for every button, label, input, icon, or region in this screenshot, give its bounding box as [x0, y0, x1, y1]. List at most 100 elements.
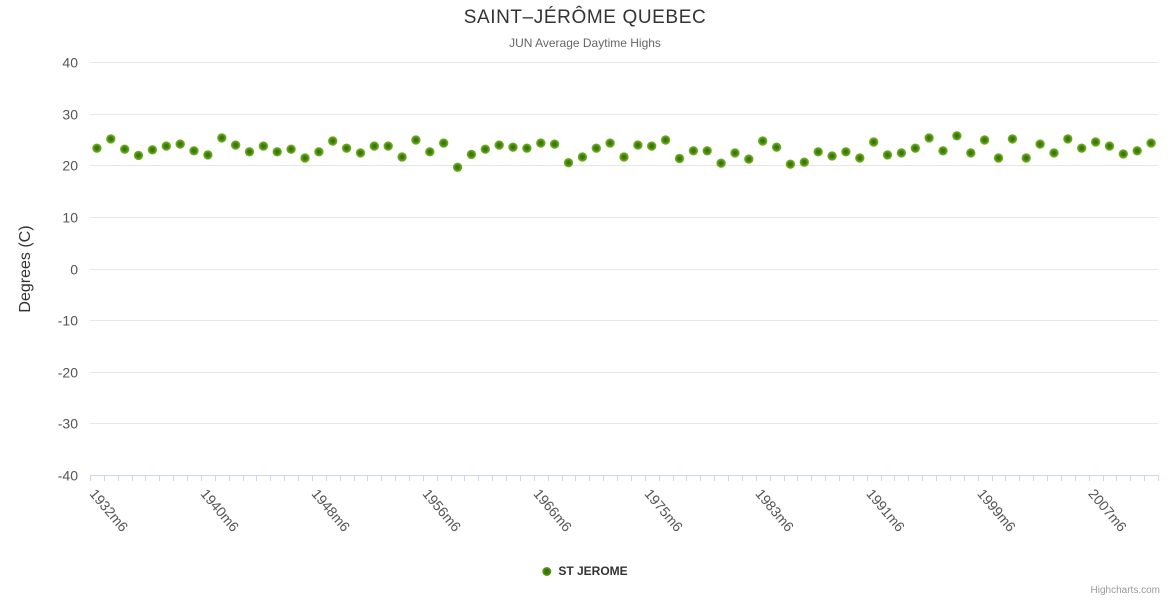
data-point[interactable]: [813, 147, 823, 157]
data-point[interactable]: [369, 141, 379, 151]
data-point[interactable]: [633, 140, 643, 150]
data-point[interactable]: [1007, 134, 1018, 144]
data-point[interactable]: [522, 143, 532, 153]
data-point[interactable]: [1146, 138, 1156, 148]
data-point[interactable]: [785, 159, 796, 169]
data-point[interactable]: [411, 135, 421, 145]
data-point[interactable]: [563, 158, 574, 168]
data-point[interactable]: [1077, 143, 1087, 153]
data-point[interactable]: [702, 146, 712, 156]
data-point[interactable]: [452, 162, 463, 172]
data-point[interactable]: [1063, 134, 1073, 144]
y-axis-label: -10: [58, 313, 78, 329]
data-point[interactable]: [841, 147, 851, 157]
data-point[interactable]: [647, 141, 657, 151]
data-point[interactable]: [1035, 139, 1045, 149]
data-point[interactable]: [133, 150, 144, 161]
data-point[interactable]: [494, 140, 504, 150]
data-point[interactable]: [383, 141, 393, 151]
data-point[interactable]: [300, 153, 310, 163]
data-point[interactable]: [799, 157, 809, 167]
data-point[interactable]: [744, 154, 754, 164]
data-point[interactable]: [328, 136, 338, 146]
data-point[interactable]: [924, 133, 934, 143]
data-point[interactable]: [314, 147, 324, 157]
data-point[interactable]: [549, 139, 560, 149]
data-point[interactable]: [716, 158, 726, 168]
data-point[interactable]: [92, 143, 102, 153]
data-point[interactable]: [730, 148, 740, 158]
data-point[interactable]: [688, 146, 699, 156]
data-point[interactable]: [1021, 153, 1031, 163]
data-point[interactable]: [827, 151, 837, 161]
data-point[interactable]: [993, 153, 1004, 163]
x-axis-label: 1956m6: [420, 486, 465, 535]
chart-subtitle: JUN Average Daytime Highs: [509, 36, 661, 50]
data-point[interactable]: [910, 143, 920, 153]
data-point[interactable]: [1132, 146, 1142, 156]
data-point[interactable]: [341, 143, 352, 153]
data-point[interactable]: [439, 138, 449, 148]
x-axis-label: 1975m6: [641, 486, 686, 535]
data-point[interactable]: [425, 147, 435, 157]
data-point[interactable]: [1090, 137, 1101, 147]
x-axis-label: 1999m6: [974, 486, 1019, 535]
y-axis-label: -20: [58, 365, 78, 381]
data-point[interactable]: [619, 152, 629, 162]
x-axis-label: 1991m6: [863, 486, 908, 535]
data-point[interactable]: [230, 140, 241, 150]
data-point[interactable]: [480, 144, 490, 154]
data-point[interactable]: [577, 152, 588, 162]
data-point[interactable]: [966, 148, 976, 158]
y-axis-label: 10: [62, 210, 78, 226]
y-axis-label: -30: [58, 416, 78, 432]
y-axis-label: 40: [62, 55, 78, 71]
data-point[interactable]: [896, 148, 907, 158]
data-point[interactable]: [147, 145, 158, 155]
y-axis-label: 20: [62, 158, 78, 174]
data-point[interactable]: [591, 143, 601, 153]
data-point[interactable]: [660, 135, 671, 145]
data-point[interactable]: [536, 138, 546, 148]
data-point[interactable]: [979, 135, 990, 145]
data-point[interactable]: [882, 150, 893, 160]
data-point[interactable]: [1104, 141, 1115, 151]
highcharts-credit-link[interactable]: Highcharts.com: [1090, 585, 1160, 596]
data-point[interactable]: [758, 136, 768, 146]
data-point[interactable]: [397, 152, 407, 162]
data-point[interactable]: [1118, 149, 1129, 159]
legend-label: ST JEROME: [558, 564, 628, 578]
data-point[interactable]: [258, 141, 269, 151]
data-point[interactable]: [869, 137, 879, 147]
y-axis-label: -40: [58, 468, 78, 484]
data-point[interactable]: [355, 148, 366, 158]
x-axis-label: 1940m6: [198, 486, 243, 535]
data-point[interactable]: [175, 139, 185, 149]
chart-title: SAINT–JÉRÔME QUEBEC: [463, 7, 707, 28]
y-axis-label: 30: [62, 107, 78, 123]
data-point[interactable]: [189, 146, 199, 156]
data-point[interactable]: [161, 141, 171, 151]
x-axis-label: 2007m6: [1085, 486, 1130, 535]
data-point[interactable]: [466, 149, 477, 160]
data-point[interactable]: [244, 147, 255, 157]
y-axis-label: 0: [70, 262, 78, 278]
data-point[interactable]: [855, 153, 865, 163]
data-point[interactable]: [286, 144, 296, 154]
data-point[interactable]: [508, 142, 518, 152]
data-point[interactable]: [1049, 148, 1059, 158]
data-point[interactable]: [120, 144, 130, 154]
data-point[interactable]: [674, 153, 685, 164]
x-axis-label: 1983m6: [752, 486, 797, 535]
data-point[interactable]: [203, 150, 213, 160]
data-point[interactable]: [605, 138, 615, 148]
data-point[interactable]: [952, 131, 962, 141]
data-point[interactable]: [272, 147, 282, 157]
legend-item-st-jerome[interactable]: ST JEROME: [542, 564, 628, 578]
data-point[interactable]: [771, 142, 782, 152]
data-point[interactable]: [106, 134, 116, 144]
data-point[interactable]: [217, 133, 227, 143]
data-point[interactable]: [938, 146, 948, 156]
